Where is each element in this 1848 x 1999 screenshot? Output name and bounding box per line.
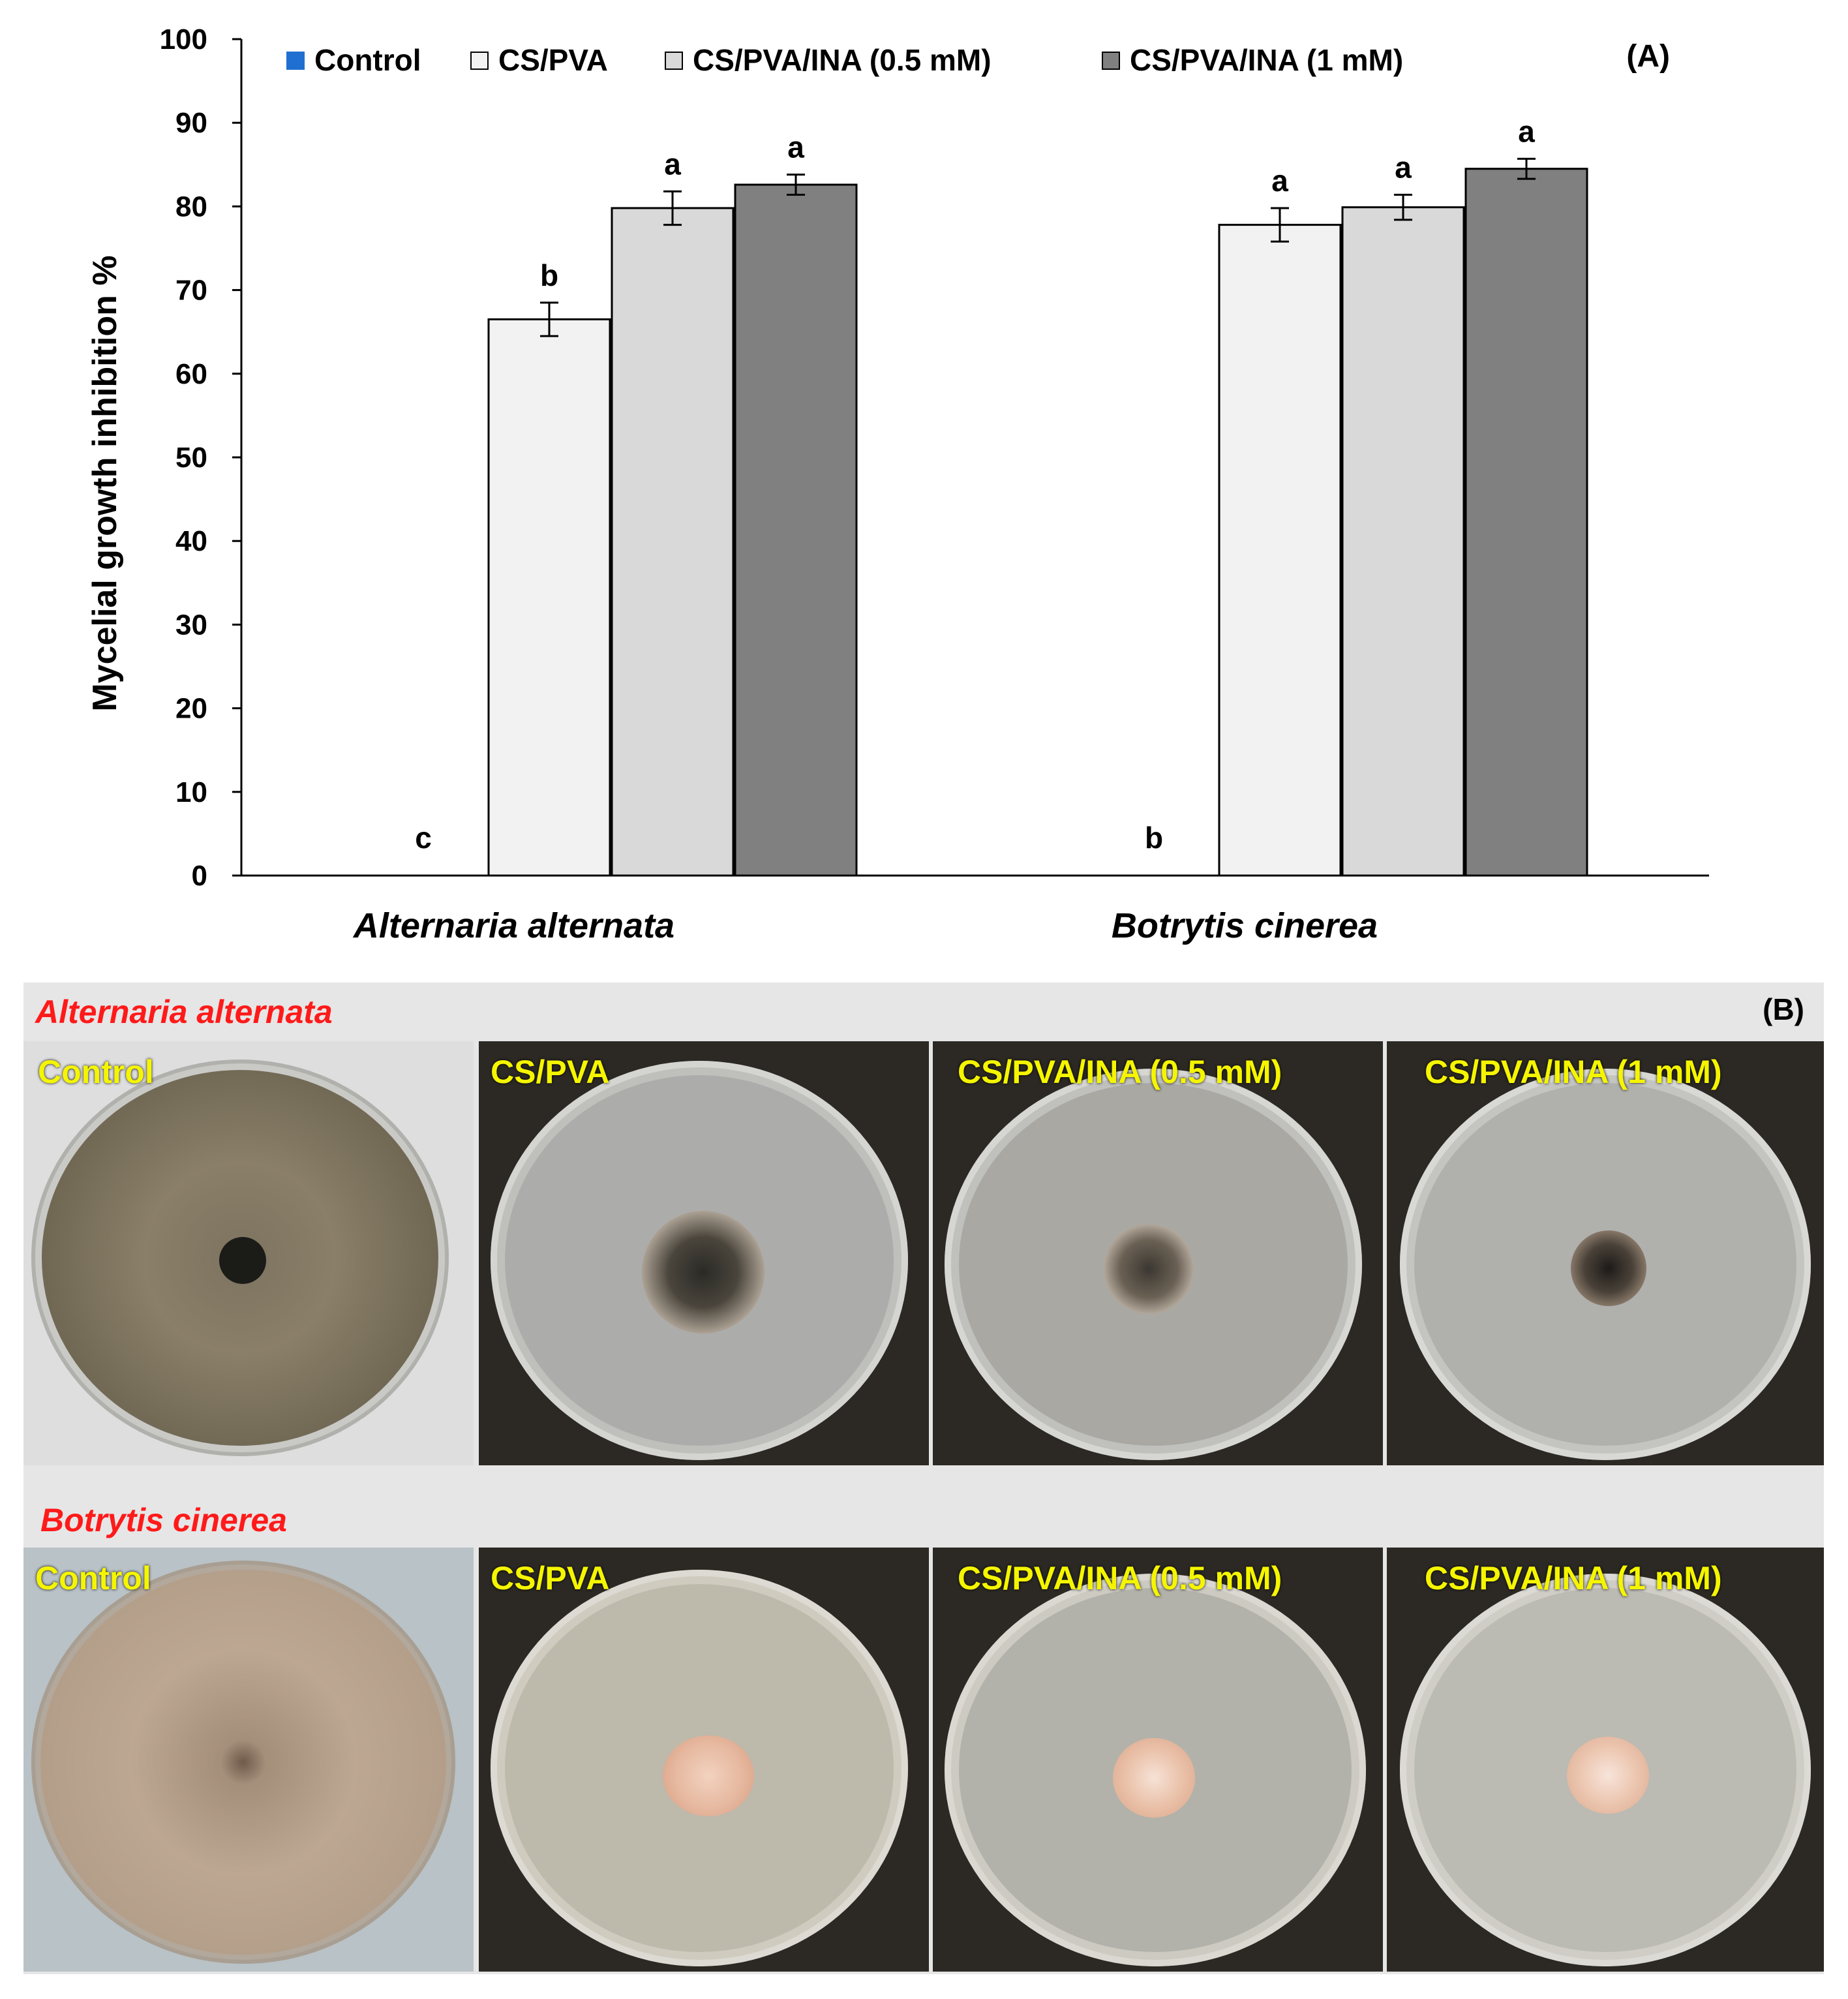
legend-label: CS/PVA/INA (0.5 mM) — [693, 43, 992, 77]
significance-letter: a — [1518, 114, 1535, 148]
bar — [1218, 224, 1342, 877]
significance-letter: c — [415, 821, 432, 855]
photo-label: Control — [38, 1054, 154, 1090]
bar — [734, 183, 858, 877]
significance-letter: a — [787, 130, 804, 164]
fungal-colony — [1571, 1230, 1646, 1306]
panel-a-label: (A) — [1626, 39, 1670, 74]
photo-label: CS/PVA/INA (1 mM) — [1425, 1054, 1722, 1090]
significance-letter: a — [1271, 164, 1288, 198]
y-tick-label: 70 — [175, 275, 207, 307]
fungal-colony — [1567, 1737, 1649, 1814]
x-category-label: Alternaria alternata — [352, 906, 674, 945]
y-tick-label: 40 — [175, 525, 207, 557]
bar-chart: 0 10 20 30 40 50 60 70 80 90 100 Mycelial growth in… — [86, 23, 1709, 945]
photo-label: CS/PVA — [491, 1560, 610, 1596]
significance-letter: b — [540, 258, 558, 292]
legend-label: Control — [314, 43, 421, 77]
legend-swatch — [1102, 52, 1120, 70]
photo-panel: (B) Alternaria alternata Botrytis cinere… — [23, 983, 1824, 1974]
colony-center — [219, 1237, 266, 1284]
photo-label: CS/PVA/INA (0.5 mM) — [958, 1560, 1282, 1596]
photo-label: CS/PVA/INA (1 mM) — [1425, 1560, 1722, 1596]
significance-letter: a — [1395, 150, 1412, 184]
photo-label: CS/PVA/INA (0.5 mM) — [958, 1054, 1282, 1090]
fungal-colony — [1113, 1738, 1195, 1818]
legend-swatch — [286, 52, 305, 70]
legend-swatch — [470, 52, 489, 70]
bar — [611, 207, 735, 877]
legend-swatch — [665, 52, 683, 70]
y-axis-title: Mycelial growth inhibition % — [86, 255, 124, 711]
fungal-colony — [642, 1211, 765, 1334]
panel-b-label: (B) — [1763, 992, 1804, 1026]
legend-label: CS/PVA/INA (1 mM) — [1130, 43, 1403, 77]
y-tick-label: 10 — [175, 776, 207, 808]
photo-label: CS/PVA — [491, 1054, 610, 1090]
significance-letter: a — [664, 147, 681, 181]
bar — [1341, 206, 1465, 877]
y-tick-label: 80 — [175, 191, 207, 222]
x-category-label: Botrytis cinerea — [1112, 906, 1378, 945]
bar — [487, 318, 611, 877]
fungal-colony — [1104, 1224, 1194, 1314]
row-title-alternaria: Alternaria alternata — [35, 994, 333, 1030]
photo-botrytis-control: Control — [23, 1548, 474, 1972]
photo-botrytis-cs-pva-ina-1: CS/PVA/INA (1 mM) — [1387, 1548, 1824, 1972]
photo-alternaria-cs-pva: CS/PVA — [479, 1041, 929, 1465]
bar — [1464, 168, 1588, 877]
photo-label: Control — [35, 1560, 151, 1596]
y-tick-label: 0 — [192, 860, 207, 892]
y-tick-label: 30 — [175, 609, 207, 641]
photo-alternaria-cs-pva-ina-1: CS/PVA/INA (1 mM) — [1387, 1041, 1824, 1465]
y-tick-label: 90 — [175, 107, 207, 139]
legend-label: CS/PVA — [498, 43, 608, 77]
significance-letter: b — [1145, 821, 1163, 855]
photo-alternaria-cs-pva-ina-05: CS/PVA/INA (0.5 mM) — [933, 1041, 1383, 1465]
fungal-colony — [663, 1735, 754, 1816]
y-tick-label: 20 — [175, 693, 207, 725]
photo-alternaria-control: Control — [23, 1041, 474, 1465]
fungal-colony — [40, 1570, 446, 1955]
photo-botrytis-cs-pva-ina-05: CS/PVA/INA (0.5 mM) — [933, 1548, 1383, 1972]
y-tick-label: 60 — [175, 358, 207, 390]
photo-botrytis-cs-pva: CS/PVA — [479, 1548, 929, 1972]
y-tick-label: 100 — [160, 23, 207, 55]
row-title-botrytis: Botrytis cinerea — [40, 1502, 287, 1538]
y-tick-label: 50 — [175, 442, 207, 474]
